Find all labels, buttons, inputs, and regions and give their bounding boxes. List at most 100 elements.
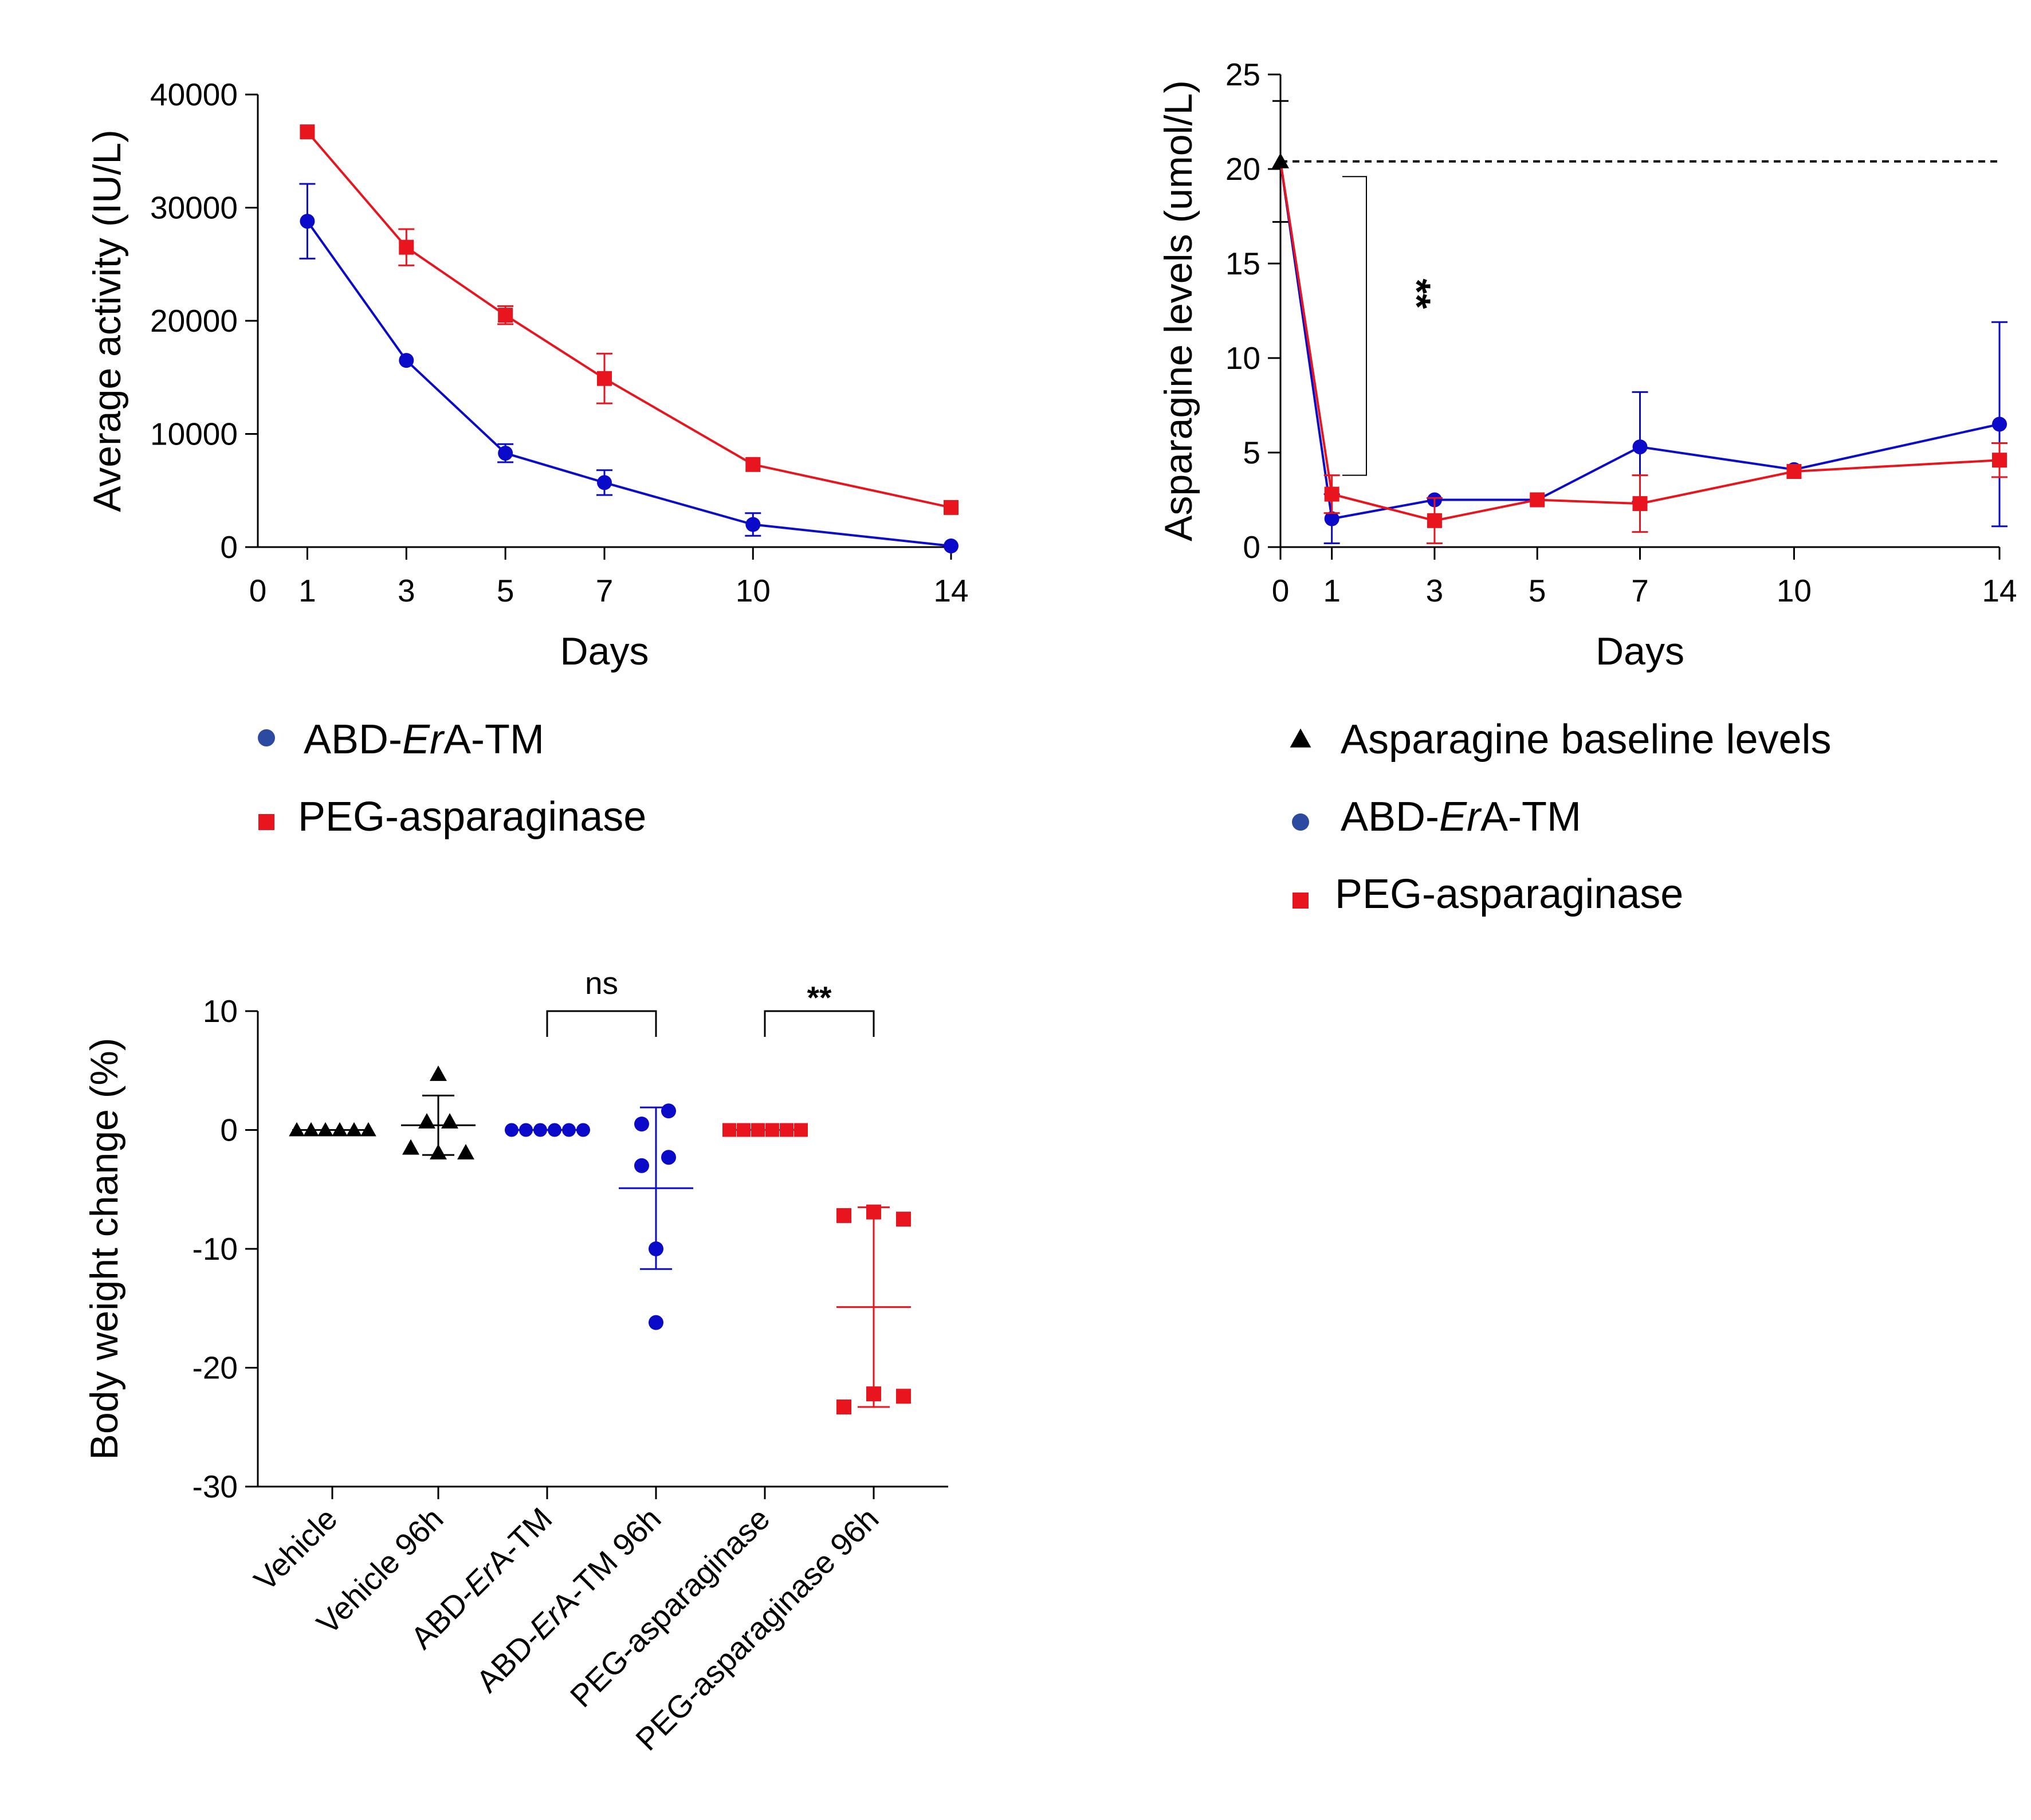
data-point	[418, 1113, 435, 1129]
y-tick-label: 0	[1243, 529, 1260, 565]
x-axis-title: Days	[560, 630, 649, 673]
data-point	[498, 308, 513, 323]
x-tick-label: 1	[1323, 573, 1341, 608]
data-point	[661, 1103, 676, 1119]
y-axis-title: Body weight change (%)	[83, 1037, 126, 1460]
data-point	[430, 1143, 447, 1159]
x-category-label-part: Vehicle	[247, 1501, 344, 1598]
y-tick-label: 5	[1243, 435, 1260, 470]
comparison-bracket	[546, 1010, 657, 1037]
y-axis-title: Asparagine levels (umol/L)	[1157, 80, 1200, 541]
x-tick-label: 0	[249, 573, 267, 608]
comparison-label: ns	[585, 965, 618, 1001]
legend-label: PEG-asparaginase	[298, 794, 646, 840]
x-tick-label: 3	[1426, 573, 1444, 608]
data-point	[836, 1208, 851, 1223]
x-tick-label: 5	[497, 573, 514, 608]
data-point	[1992, 453, 2007, 468]
legend-label-part: A-TM	[443, 717, 544, 762]
y-tick-label: 10	[1225, 340, 1260, 376]
legend-label: ABD-ErA-TM	[1341, 794, 1581, 840]
baseline-point	[1272, 152, 1289, 168]
x-tick-label: 3	[398, 573, 415, 608]
y-tick-label: 20	[1225, 151, 1260, 187]
x-category-label: ABD-ErA-TM 96h	[469, 1501, 667, 1699]
series-line	[306, 131, 952, 509]
series-line	[306, 221, 952, 548]
data-point	[1786, 464, 1802, 479]
y-tick-label: 15	[1225, 246, 1260, 281]
legend-label-part: ABD-	[304, 717, 402, 762]
legend-marker	[258, 729, 275, 746]
x-category-label: Vehicle	[247, 1501, 344, 1598]
data-point	[1632, 496, 1648, 512]
data-point	[866, 1204, 881, 1220]
legend-label: PEG-asparaginase	[1335, 871, 1683, 917]
data-point	[457, 1143, 474, 1159]
x-category-label: PEG-asparaginase	[563, 1501, 776, 1714]
y-tick-label: -30	[193, 1469, 238, 1504]
y-tick-label: 25	[1225, 57, 1260, 92]
x-tick-label: 7	[596, 573, 614, 608]
x-tick-label: 14	[1982, 573, 2017, 608]
data-point	[1530, 492, 1545, 508]
data-point	[896, 1389, 911, 1404]
x-tick-label: 7	[1631, 573, 1649, 608]
x-tick-label: 14	[933, 573, 968, 608]
data-point	[745, 457, 761, 472]
x-tick-label: 1	[298, 573, 316, 608]
data-point	[498, 446, 513, 461]
legend-label: Asparagine baseline levels	[1341, 717, 1832, 762]
data-point	[402, 1139, 419, 1155]
x-tick-label: 5	[1529, 573, 1546, 608]
y-tick-label: 0	[220, 1113, 238, 1148]
data-point	[1632, 439, 1648, 455]
y-tick-label: 30000	[150, 190, 238, 226]
data-point	[597, 371, 612, 386]
x-tick-label: 10	[1777, 573, 1812, 608]
data-point	[866, 1386, 881, 1402]
data-point	[944, 538, 958, 554]
y-tick-label: -20	[193, 1350, 238, 1386]
data-point	[1427, 513, 1442, 528]
legend-label-part: ABD-	[1341, 794, 1439, 840]
y-tick-label: -10	[193, 1231, 238, 1267]
data-point	[1324, 486, 1339, 502]
legend-label-part: Er	[1439, 794, 1482, 840]
data-point	[649, 1241, 663, 1256]
data-point	[597, 475, 612, 490]
legend-marker	[1292, 813, 1309, 831]
legend-marker	[258, 814, 274, 830]
y-tick-label: 40000	[150, 77, 238, 112]
x-axis-title: Days	[1596, 630, 1684, 673]
y-tick-label: 0	[220, 529, 238, 565]
data-point	[1992, 416, 2007, 432]
data-point	[661, 1150, 676, 1165]
data-point	[649, 1315, 663, 1330]
legend-label-part: Er	[402, 717, 445, 762]
legend-label-part: A-TM	[1480, 794, 1581, 840]
comparison-label: **	[807, 980, 832, 1015]
data-point	[1324, 511, 1339, 526]
data-point	[634, 1158, 649, 1173]
y-axis-title: Average activity (IU/L)	[85, 129, 129, 512]
data-point	[399, 239, 414, 255]
comparison-bracket	[764, 1010, 875, 1037]
data-point	[896, 1212, 911, 1227]
significance-stars: **	[1395, 278, 1439, 309]
x-tick-label: 10	[736, 573, 771, 608]
legend-marker	[1293, 893, 1309, 909]
data-point	[430, 1066, 447, 1081]
legend-marker	[1290, 728, 1311, 748]
data-point	[300, 124, 315, 140]
data-point	[745, 517, 761, 532]
legend-label: ABD-ErA-TM	[304, 717, 544, 762]
y-tick-label: 10	[203, 993, 238, 1029]
x-tick-label: 0	[1272, 573, 1290, 608]
data-point	[836, 1399, 851, 1414]
x-category-label-part: PEG-asparaginase	[563, 1501, 776, 1714]
data-point	[399, 353, 414, 368]
